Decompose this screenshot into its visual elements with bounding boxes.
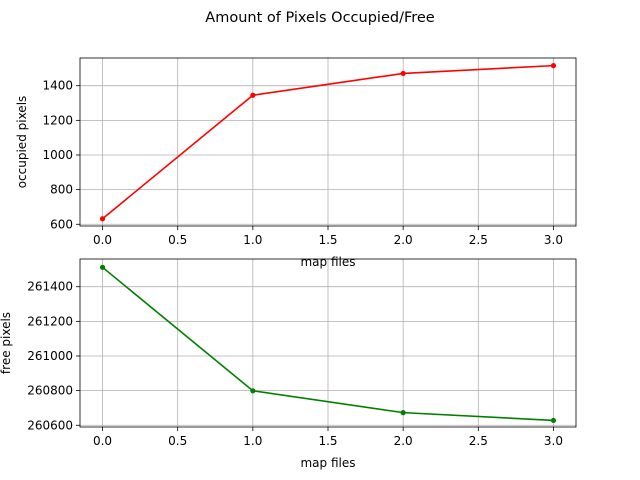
series-line	[102, 64, 554, 220]
x-tick-label: 0.0	[93, 434, 112, 448]
y-tick-label: 260600	[27, 418, 73, 432]
x-tick-label: 1.0	[243, 434, 262, 448]
x-tick-label: 1.5	[318, 233, 337, 247]
data-point	[250, 92, 256, 98]
data-point	[400, 70, 406, 77]
y-tick-label: 1200	[42, 113, 73, 127]
x-tick-label: 2.0	[394, 434, 413, 448]
x-tick-label: 0.0	[93, 233, 112, 247]
x-tick-label: 2.5	[469, 233, 488, 247]
data-point	[250, 388, 256, 394]
y-axis-label: free pixels	[0, 312, 13, 374]
y-tick-label: 261400	[27, 280, 73, 294]
data-point	[550, 63, 557, 69]
series-line	[102, 266, 554, 422]
free-pixels-chart: 0.0 0.5 1.0 1.5 2.0 2.5 3.0 260600 260800 261000 2…	[0, 258, 577, 470]
y-tick-label: 800	[50, 183, 73, 197]
y-axis-label: occupied pixels	[15, 96, 29, 189]
y-tick-label: 1400	[42, 79, 73, 93]
x-tick-label: 1.0	[243, 233, 262, 247]
y-tick-label: 261200	[27, 314, 73, 328]
y-tick-label: 600	[50, 217, 73, 231]
data-point	[550, 417, 557, 424]
x-tick-label: 0.5	[168, 434, 187, 448]
y-tick-label: 261000	[27, 349, 73, 363]
occupied-pixels-chart: 0.0 0.5 1.0 1.5 2.0 2.5 3.0600800100012001400m…	[15, 57, 577, 269]
figure-title: Amount of Pixels Occupied/Free	[205, 10, 435, 26]
x-axis-label: map files	[300, 456, 355, 470]
x-tick-label: 0.5	[168, 233, 187, 247]
y-tick-label: 260800	[27, 384, 73, 398]
x-tick-label: 2.5	[469, 434, 488, 448]
data-point	[99, 216, 106, 222]
x-tick-label: 2.0	[394, 233, 413, 247]
x-tick-label: 3.0	[544, 434, 563, 448]
data-point	[99, 264, 106, 270]
x-tick-label: 3.0	[544, 233, 563, 247]
y-tick-label: 1000	[42, 148, 73, 162]
x-tick-label: 1.5	[318, 434, 337, 448]
data-point	[400, 410, 406, 416]
